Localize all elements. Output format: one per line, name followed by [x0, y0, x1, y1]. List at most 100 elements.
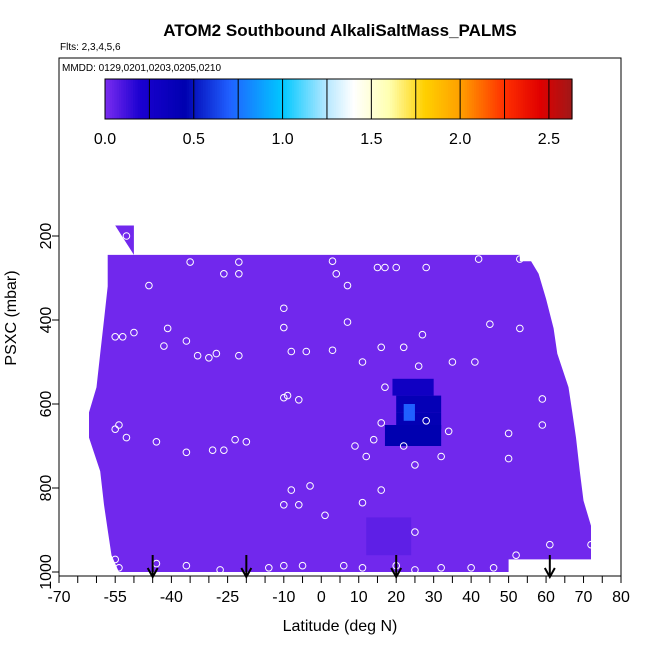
colorbar-segment: [420, 79, 424, 119]
sample-point: [538, 395, 547, 403]
colorbar-segment: [203, 79, 207, 119]
sample-point: [471, 358, 479, 366]
colorbar-segment: [368, 79, 372, 119]
colorbar-segment: [497, 79, 501, 119]
heatmap-cell: [366, 517, 412, 556]
colorbar-segment: [261, 79, 265, 119]
colorbar-segment: [226, 79, 230, 119]
y-tick-label: 800: [38, 475, 55, 502]
y-axis: 200 400 600 800 1000: [38, 223, 59, 590]
colorbar-segment: [443, 79, 447, 119]
colorbar-segment: [224, 79, 228, 119]
colorbar-segment: [380, 79, 384, 119]
sample-point: [358, 564, 367, 572]
colorbar-segment: [193, 79, 197, 119]
sample-point: [516, 324, 524, 333]
colorbar-segment: [562, 79, 566, 119]
colorbar-segment: [462, 79, 466, 119]
colorbar-segment: [312, 79, 316, 119]
colorbar-segment: [147, 79, 150, 119]
arrow-marker: [543, 555, 556, 580]
sample-point: [328, 346, 337, 355]
colorbar-segment: [457, 79, 461, 119]
colorbar-segment: [235, 79, 239, 119]
colorbar-segment: [478, 79, 482, 119]
colorbar-segment: [263, 79, 267, 119]
colorbar-segment: [242, 79, 246, 119]
colorbar-segment: [485, 79, 489, 119]
sample-point: [287, 347, 296, 356]
sample-point: [115, 564, 123, 572]
colorbar-segment: [506, 79, 510, 119]
colorbar-segment: [424, 79, 428, 119]
colorbar-segment: [319, 79, 323, 119]
colorbar-segment: [520, 79, 524, 119]
colorbar-segment: [231, 79, 235, 119]
colorbar-segment: [273, 79, 277, 119]
colorbar-segment: [553, 79, 557, 119]
sample-point: [111, 333, 119, 341]
sample-point: [235, 258, 243, 266]
sample-point: [381, 263, 389, 272]
sample-point: [437, 452, 445, 461]
colorbar-segment: [336, 79, 340, 119]
sample-point: [130, 328, 138, 337]
colorbar-segment: [483, 79, 487, 119]
colorbar-segment: [359, 79, 363, 119]
colorbar-segment: [135, 79, 139, 119]
sample-point: [152, 232, 161, 240]
heatmap-field: [89, 225, 591, 572]
colorbar-segment: [177, 79, 181, 119]
colorbar-segment: [373, 79, 377, 119]
colorbar-segment: [525, 79, 529, 119]
colorbar-segment: [345, 79, 349, 119]
colorbar-segment: [436, 79, 440, 119]
colorbar-segment: [207, 79, 211, 119]
colorbar-segment: [249, 79, 253, 119]
sample-point: [444, 427, 453, 436]
colorbar-segment: [429, 79, 433, 119]
sample-point: [122, 232, 131, 240]
colorbar-segment: [550, 79, 554, 119]
sample-point: [504, 429, 513, 438]
sample-point: [283, 391, 292, 400]
sample-point: [328, 257, 337, 266]
colorbar-segment: [205, 79, 209, 119]
sample-point: [193, 351, 202, 360]
colorbar-segment: [161, 79, 164, 119]
sample-point: [411, 528, 419, 536]
colorbar-segment: [305, 79, 309, 119]
sample-point: [377, 419, 386, 427]
colorbar-segment: [172, 79, 176, 119]
colorbar-segment: [296, 79, 300, 119]
colorbar-segment: [459, 79, 463, 119]
sample-point: [306, 482, 314, 490]
sample-point: [265, 564, 273, 572]
colorbar-segment: [438, 79, 442, 119]
colorbar-segment: [431, 79, 435, 119]
colorbar-segment: [252, 79, 256, 119]
heatmap-cell: [396, 395, 442, 413]
colorbar-segment: [291, 79, 295, 119]
sample-point: [538, 263, 547, 272]
flights-label: Flts: 2,3,4,5,6: [60, 42, 121, 53]
sample-point: [220, 446, 228, 455]
sample-points: [59, 232, 595, 574]
colorbar-segment: [310, 79, 314, 119]
colorbar-segment: [490, 79, 494, 119]
colorbar-segment: [301, 79, 305, 119]
colorbar-segment: [175, 79, 178, 119]
colorbar-segment: [322, 79, 326, 119]
colorbar-segment: [114, 79, 118, 119]
sample-point: [437, 564, 445, 572]
colorbar-segment: [366, 79, 370, 119]
colorbar-segment: [107, 79, 111, 119]
colorbar-segment: [142, 79, 146, 119]
colorbar-segment: [266, 79, 270, 119]
sample-point: [118, 333, 127, 341]
colorbar-segment: [140, 79, 143, 119]
y-tick-label: 400: [38, 307, 55, 334]
sample-point: [111, 425, 119, 434]
colorbar-segment: [529, 79, 533, 119]
